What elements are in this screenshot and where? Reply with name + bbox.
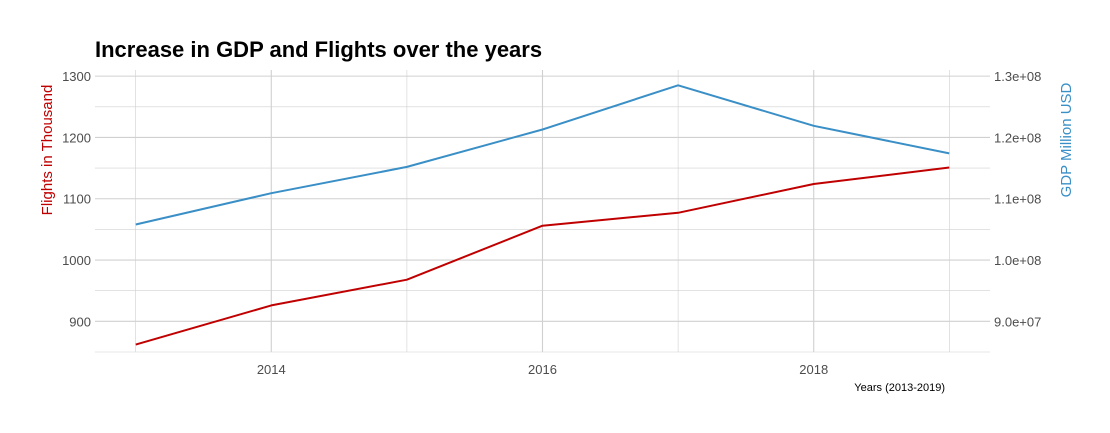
gdp-series-line — [135, 84, 950, 226]
y-right-tick-label: 1.1e+08 — [994, 192, 1041, 207]
y-right-tick-label: 9.0e+07 — [994, 314, 1041, 329]
y-axis-left-title: Flights in Thousand — [39, 85, 56, 216]
y-left-tick-label: 900 — [69, 314, 91, 329]
y-right-tick-label: 1.3e+08 — [994, 69, 1041, 84]
x-tick-label: 2014 — [257, 362, 286, 377]
y-left-tick-label: 1300 — [62, 69, 91, 84]
y-right-tick-label: 1.2e+08 — [994, 130, 1041, 145]
tick-labels: 900 1000 1100 1200 1300 9.0e+07 1.0e+08 1.1e+08… — [62, 69, 1041, 377]
y-left-tick-label: 1000 — [62, 253, 91, 268]
x-tick-label: 2018 — [799, 362, 828, 377]
grid — [95, 70, 990, 353]
flights-series-line — [135, 166, 950, 346]
y-left-tick-label: 1200 — [62, 130, 91, 145]
y-right-tick-label: 1.0e+08 — [994, 253, 1041, 268]
y-axis-right-title: GDP Million USD — [1058, 82, 1075, 197]
chart-title: Increase in GDP and Flights over the yea… — [95, 37, 542, 62]
x-axis-title: Years (2013-2019) — [854, 382, 945, 394]
y-left-tick-label: 1100 — [63, 192, 91, 207]
series-lines — [135, 84, 950, 346]
x-tick-label: 2016 — [528, 362, 557, 377]
